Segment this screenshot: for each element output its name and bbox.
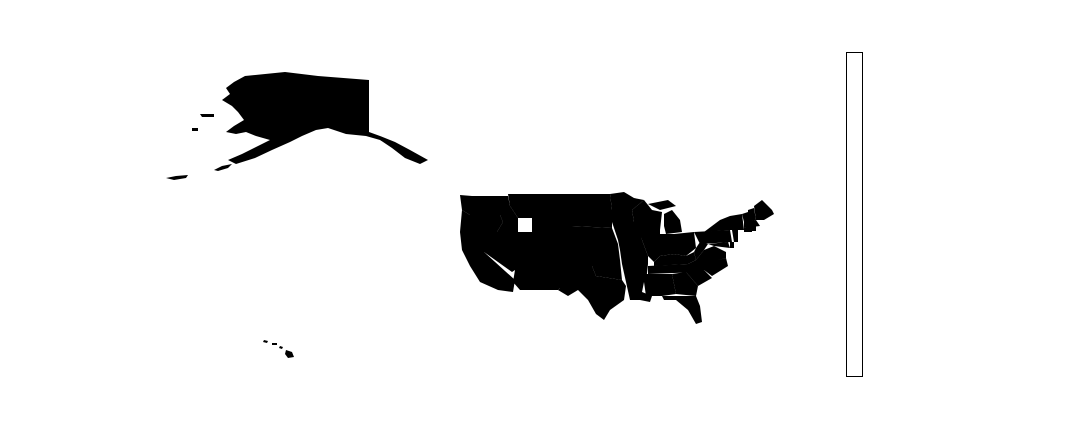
state-georgia bbox=[672, 272, 698, 296]
state-illinois bbox=[640, 230, 660, 262]
state-missouri bbox=[618, 240, 648, 264]
state-oregon bbox=[460, 210, 503, 232]
state-north-dakota bbox=[572, 194, 612, 210]
state-wisconsin bbox=[632, 200, 662, 230]
state-montana bbox=[508, 194, 572, 218]
state-south-dakota bbox=[572, 210, 612, 228]
state-oklahoma bbox=[576, 260, 622, 280]
state-indiana bbox=[660, 234, 674, 256]
state-michigan bbox=[664, 210, 682, 234]
state-rhode-island bbox=[752, 226, 756, 231]
state-nebraska bbox=[572, 226, 618, 244]
state-new-mexico bbox=[545, 260, 576, 290]
state-colorado bbox=[545, 238, 582, 260]
state-minnesota bbox=[610, 192, 644, 222]
state-tennessee bbox=[648, 264, 704, 274]
state-alabama bbox=[656, 274, 676, 296]
state-idaho bbox=[497, 196, 518, 232]
state-kentucky bbox=[654, 252, 696, 266]
state-mississippi bbox=[642, 274, 656, 296]
state-texas bbox=[558, 266, 626, 320]
state-florida bbox=[662, 296, 702, 324]
state-kansas bbox=[582, 244, 620, 260]
state-michigan-up bbox=[648, 200, 676, 210]
state-new-jersey bbox=[732, 230, 738, 242]
state-west-virginia bbox=[694, 242, 708, 260]
state-new-hampshire bbox=[748, 208, 756, 222]
state-delaware bbox=[730, 242, 734, 248]
state-hawaii bbox=[285, 350, 294, 358]
state-arkansas bbox=[622, 264, 648, 282]
state-alaska bbox=[222, 72, 428, 164]
state-louisiana bbox=[626, 282, 652, 302]
state-california bbox=[460, 232, 515, 292]
state-iowa bbox=[612, 222, 642, 240]
colorbar bbox=[846, 52, 863, 377]
state-virginia bbox=[688, 246, 726, 264]
state-washington bbox=[460, 195, 500, 215]
state-arizona bbox=[513, 260, 545, 290]
state-utah bbox=[515, 232, 545, 260]
state-maryland bbox=[708, 242, 730, 248]
state-maine bbox=[754, 200, 774, 220]
state-vermont bbox=[742, 212, 748, 222]
state-pennsylvania bbox=[694, 230, 732, 244]
state-alaska-islands bbox=[166, 114, 232, 180]
state-nevada bbox=[484, 232, 515, 272]
state-wyoming bbox=[532, 218, 572, 238]
state-new-york bbox=[704, 214, 744, 232]
state-hawaii-islands bbox=[263, 340, 283, 349]
state-south-carolina bbox=[686, 270, 712, 286]
state-ohio bbox=[674, 232, 696, 256]
